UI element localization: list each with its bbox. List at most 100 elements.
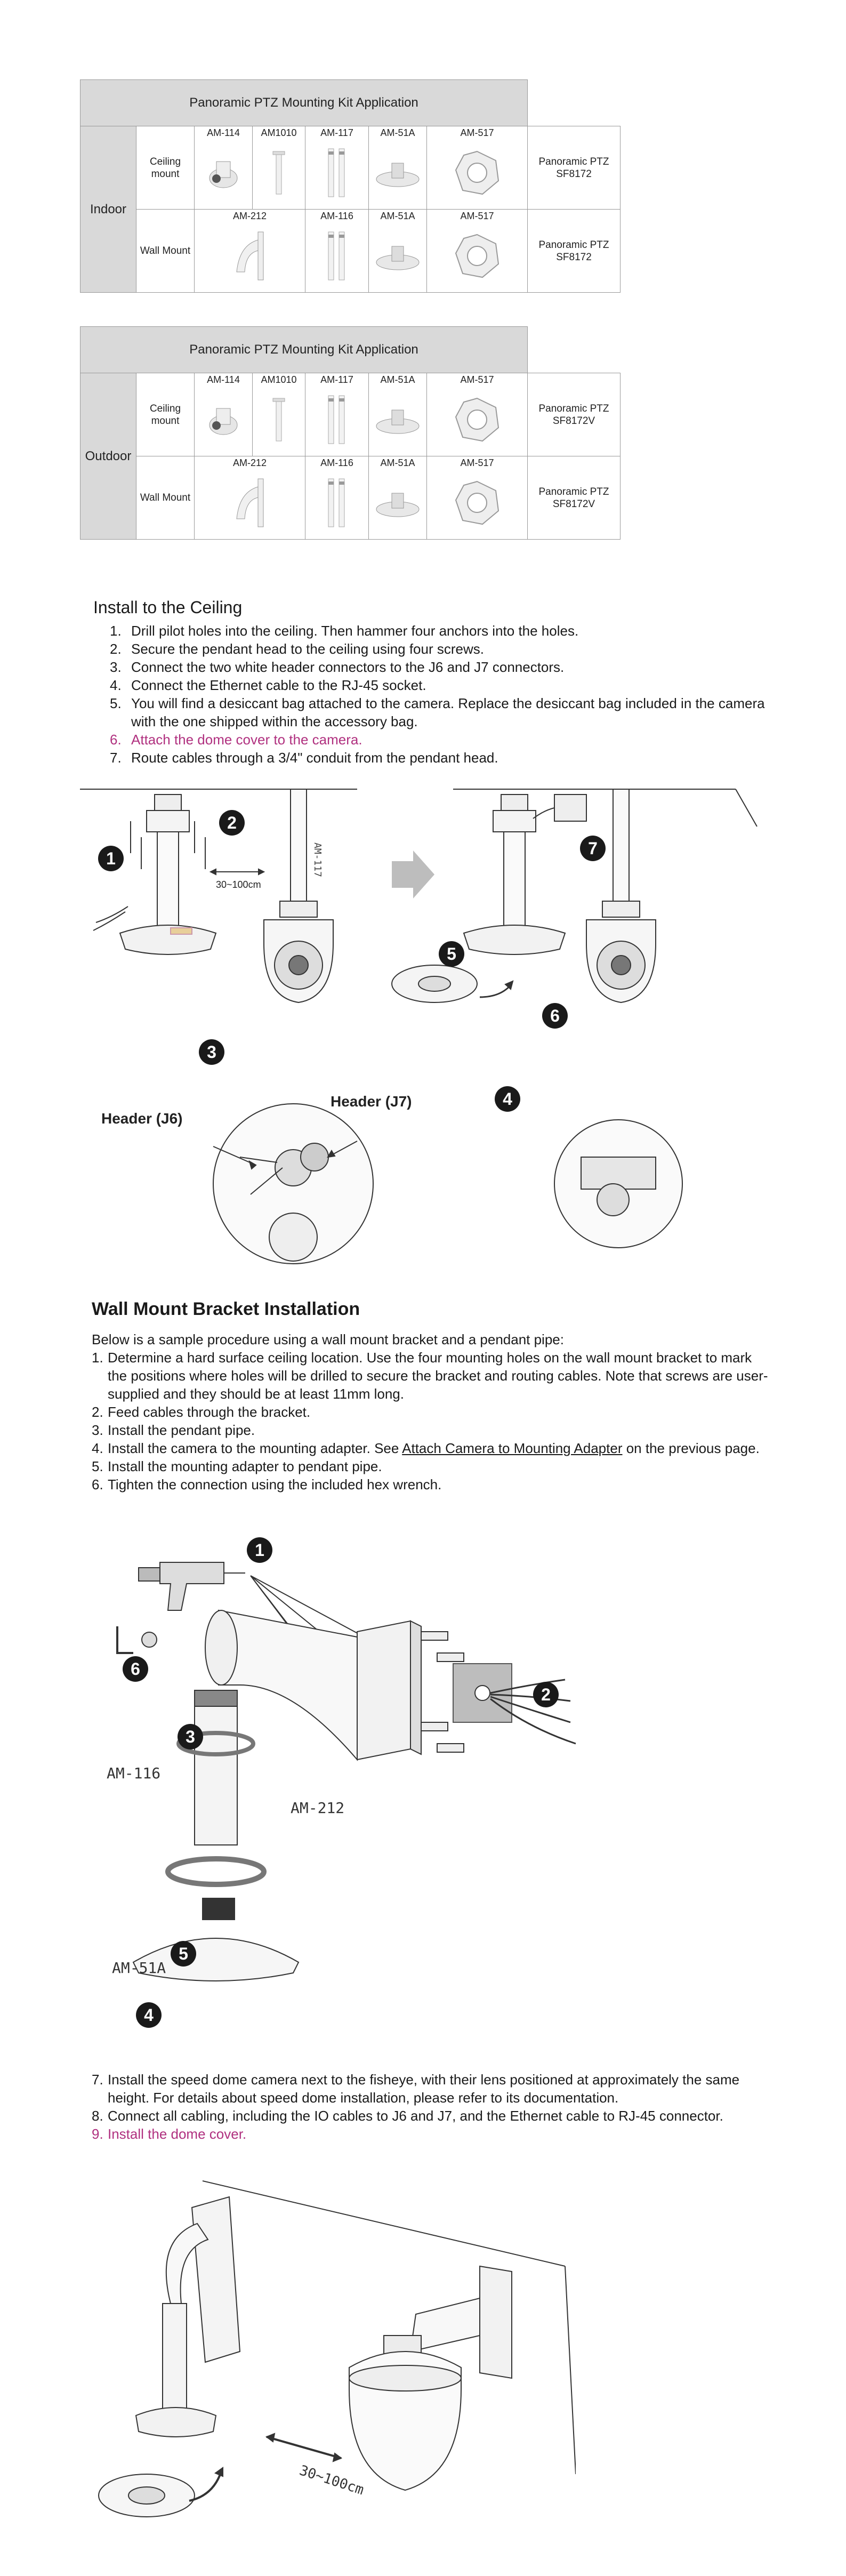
kit-table-indoor: Panoramic PTZ Mounting Kit Application I… <box>80 79 621 293</box>
mount-type-cell: Ceiling mount <box>136 126 195 210</box>
part-cell: AM-51A <box>368 126 427 210</box>
mounting-plate-icon <box>455 150 499 195</box>
part-label: AM-51A <box>380 374 415 385</box>
step-badge-7: 7 <box>580 836 606 861</box>
step-text: Connect all cabling, including the IO ca… <box>108 2108 723 2124</box>
part-label: AM-117 <box>320 374 353 385</box>
mount-type-cell: Wall Mount <box>136 209 195 293</box>
am212-label: AM-212 <box>291 1799 344 1817</box>
wall-steps: 1. Determine a hard surface ceiling locat… <box>92 1349 769 1494</box>
kit-table-outdoor: Panoramic PTZ Mounting Kit Application O… <box>80 326 621 540</box>
part-label: AM1010 <box>261 127 297 138</box>
mounting-adapter-icon <box>376 493 420 517</box>
step-text: Drill pilot holes into the ceiling. Then… <box>131 623 579 639</box>
mount-type-cell: Wall Mount <box>136 456 195 540</box>
step-badge-1: 1 <box>247 1537 272 1563</box>
pendant-pipe-icon <box>328 478 345 527</box>
part-cell: AM-116 <box>305 456 369 540</box>
step-badge-4: 4 <box>136 2002 162 2028</box>
step-text: Tighten the connection using the include… <box>108 1476 442 1492</box>
part-label: AM-116 <box>320 211 353 221</box>
part-cell: AM-212 <box>194 456 305 540</box>
am51a-label: AM-51A <box>112 1959 166 1977</box>
step-item: 5. Install the mounting adapter to pendan… <box>92 1458 382 1474</box>
step-item: 6. Tighten the connection using the inclu… <box>92 1476 442 1492</box>
part-label: AM-51A <box>380 211 415 221</box>
step-item: 5. You will find a desiccant bag attached… <box>110 695 765 729</box>
kit-table-title: Panoramic PTZ Mounting Kit Application <box>80 79 528 126</box>
step-text: Install the mounting adapter to pendant … <box>108 1458 382 1474</box>
distance-label: 30~100cm <box>216 879 261 890</box>
step-text: Attach the dome cover to the camera. <box>131 732 362 748</box>
part-cell: AM1010 <box>252 126 305 210</box>
mounting-plate-icon <box>455 397 499 442</box>
step-item: 1. Determine a hard surface ceiling locat… <box>92 1350 768 1402</box>
product-cell: Panoramic PTZ SF8172V <box>527 456 621 540</box>
pipe-label: AM-117 <box>312 842 323 877</box>
step-text: Install the speed dome camera next to th… <box>108 2072 740 2106</box>
part-cell: AM-517 <box>426 126 528 210</box>
part-label: AM-51A <box>380 458 415 468</box>
part-cell: AM-114 <box>194 373 253 456</box>
step-item: 2. Secure the pendant head to the ceiling… <box>110 641 484 657</box>
attach-camera-link[interactable]: Attach Camera to Mounting Adapter <box>402 1440 623 1456</box>
step-badge-6: 6 <box>123 1656 148 1682</box>
step-text: Install the dome cover. <box>108 2126 247 2142</box>
step-badge-5: 5 <box>171 1941 196 1967</box>
part-label: AM-51A <box>380 127 415 138</box>
part-label: AM-517 <box>460 211 494 221</box>
mounting-plate-icon <box>455 234 499 278</box>
step-text: Connect the Ethernet cable to the RJ-45 … <box>131 677 426 693</box>
adapter-icon <box>272 151 285 195</box>
step-badge-1: 1 <box>98 846 124 871</box>
ceiling-install-diagram: AM-117 30~100cm Header (J6) Header (J7) <box>80 789 758 1264</box>
product-cell: Panoramic PTZ SF8172 <box>527 126 621 210</box>
step-item: 3. Connect the two white header connector… <box>110 659 565 675</box>
part-cell: AM-51A <box>368 456 427 540</box>
pendant-pipe-icon <box>328 148 345 197</box>
step-item-highlight: 9. Install the dome cover. <box>92 2126 247 2142</box>
step-item: 4. Connect the Ethernet cable to the RJ-4… <box>110 677 426 693</box>
step-text: Install the pendant pipe. <box>108 1422 255 1438</box>
step-item: 2. Feed cables through the bracket. <box>92 1404 311 1420</box>
wall-steps-continued: 7. Install the speed dome camera next to … <box>92 2071 769 2143</box>
part-label: AM-212 <box>232 458 267 468</box>
step-badge-4: 4 <box>495 1086 520 1112</box>
mounting-adapter-icon <box>376 246 420 270</box>
mounting-plate-icon <box>455 480 499 525</box>
pendant-head-icon <box>209 161 238 188</box>
part-label: AM-517 <box>460 374 494 385</box>
part-label: AM-116 <box>320 458 353 468</box>
part-label: AM-114 <box>207 374 240 385</box>
am116-label: AM-116 <box>107 1764 160 1782</box>
step-text: Secure the pendant head to the ceiling u… <box>131 641 484 657</box>
header-j6-label: Header (J6) <box>101 1110 183 1127</box>
location-cell: Indoor <box>80 126 136 293</box>
wall-bracket-icon <box>236 478 263 527</box>
step-badge-3: 3 <box>199 1039 224 1065</box>
part-cell: AM-517 <box>426 209 528 293</box>
mounting-adapter-icon <box>376 163 420 187</box>
step-item: 1. Drill pilot holes into the ceiling. Th… <box>110 623 579 639</box>
part-label: AM-212 <box>232 211 267 221</box>
pendant-pipe-icon <box>328 231 345 280</box>
wall-section-title: Wall Mount Bracket Installation <box>92 1299 360 1319</box>
adapter-icon <box>272 398 285 442</box>
step-item: 3. Install the pendant pipe. <box>92 1422 255 1438</box>
part-cell: AM-212 <box>194 209 305 293</box>
part-cell: AM-51A <box>368 209 427 293</box>
step-badge-5: 5 <box>439 941 464 967</box>
step-badge-6: 6 <box>542 1003 568 1029</box>
step-text-pre: Install the camera to the mounting adapt… <box>108 1440 402 1456</box>
part-cell: AM-517 <box>426 456 528 540</box>
ceiling-section-title: Install to the Ceiling <box>93 598 243 617</box>
location-cell: Outdoor <box>80 373 136 540</box>
kit-table-title: Panoramic PTZ Mounting Kit Application <box>80 326 528 373</box>
part-label: AM-517 <box>460 127 494 138</box>
distance-label: 30~100cm <box>297 2462 366 2498</box>
step-item-highlight: 6. Attach the dome cover to the camera. <box>110 732 362 748</box>
wall-bracket-icon <box>236 231 263 280</box>
part-cell: AM-117 <box>305 373 369 456</box>
step-text-post: on the previous page. <box>622 1440 760 1456</box>
part-label: AM1010 <box>261 374 297 385</box>
